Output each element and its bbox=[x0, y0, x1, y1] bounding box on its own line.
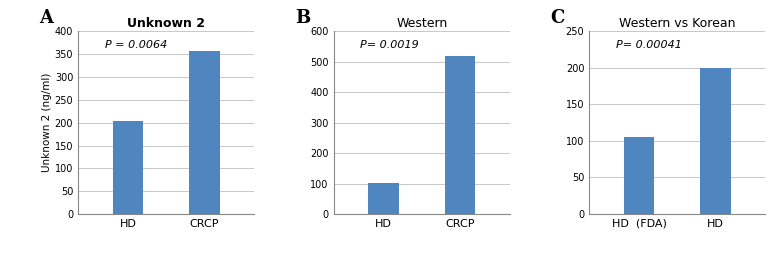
Title: Western vs Korean: Western vs Korean bbox=[619, 17, 736, 30]
Bar bbox=[368, 183, 399, 214]
Text: P= 0.0019: P= 0.0019 bbox=[360, 40, 419, 50]
Text: B: B bbox=[295, 9, 310, 27]
Bar bbox=[444, 56, 476, 214]
Text: P = 0.0064: P = 0.0064 bbox=[105, 40, 167, 50]
Text: C: C bbox=[551, 9, 565, 27]
Bar bbox=[189, 50, 219, 214]
Title: Western: Western bbox=[396, 17, 448, 30]
Bar bbox=[112, 121, 143, 214]
Text: P= 0.00041: P= 0.00041 bbox=[615, 40, 682, 50]
Title: Unknown 2: Unknown 2 bbox=[127, 17, 205, 30]
Bar bbox=[701, 68, 731, 214]
Y-axis label: Unknown 2 (ng/ml): Unknown 2 (ng/ml) bbox=[42, 73, 52, 172]
Bar bbox=[624, 137, 654, 214]
Text: A: A bbox=[39, 9, 53, 27]
